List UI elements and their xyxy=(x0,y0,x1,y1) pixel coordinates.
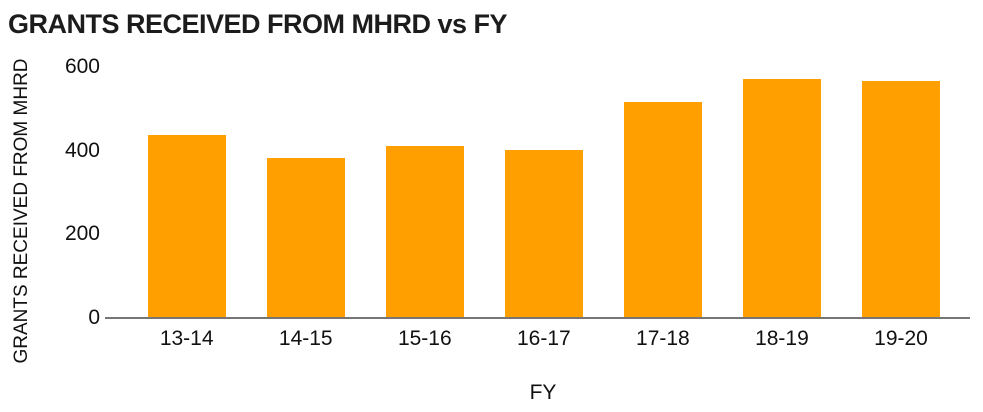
bar-17-18 xyxy=(623,102,702,319)
y-tick-200: 200 xyxy=(64,222,100,246)
x-tick-13-14: 13-14 xyxy=(159,327,214,350)
y-tick-0: 0 xyxy=(88,306,100,329)
x-tick-17-18: 17-18 xyxy=(636,327,690,350)
x-axis-title: FY xyxy=(529,381,557,404)
bar-13-14 xyxy=(147,135,226,319)
x-axis-line xyxy=(105,317,970,319)
x-tick-16-17: 16-17 xyxy=(516,327,571,350)
x-tick-18-19: 18-19 xyxy=(755,327,809,350)
bar-14-15 xyxy=(266,158,345,319)
bar-18-19 xyxy=(742,79,821,319)
bar-15-16 xyxy=(385,146,464,319)
x-tick-15-16: 15-16 xyxy=(397,327,452,350)
y-tick-600: 600 xyxy=(64,55,100,79)
bar-19-20 xyxy=(862,81,940,319)
x-tick-19-20: 19-20 xyxy=(874,327,928,350)
y-tick-400: 400 xyxy=(64,138,100,162)
x-tick-14-15: 14-15 xyxy=(278,327,333,350)
chart-title: GRANTS RECEIVED FROM MHRD vs FY xyxy=(8,9,508,39)
bar-16-17 xyxy=(504,150,583,319)
